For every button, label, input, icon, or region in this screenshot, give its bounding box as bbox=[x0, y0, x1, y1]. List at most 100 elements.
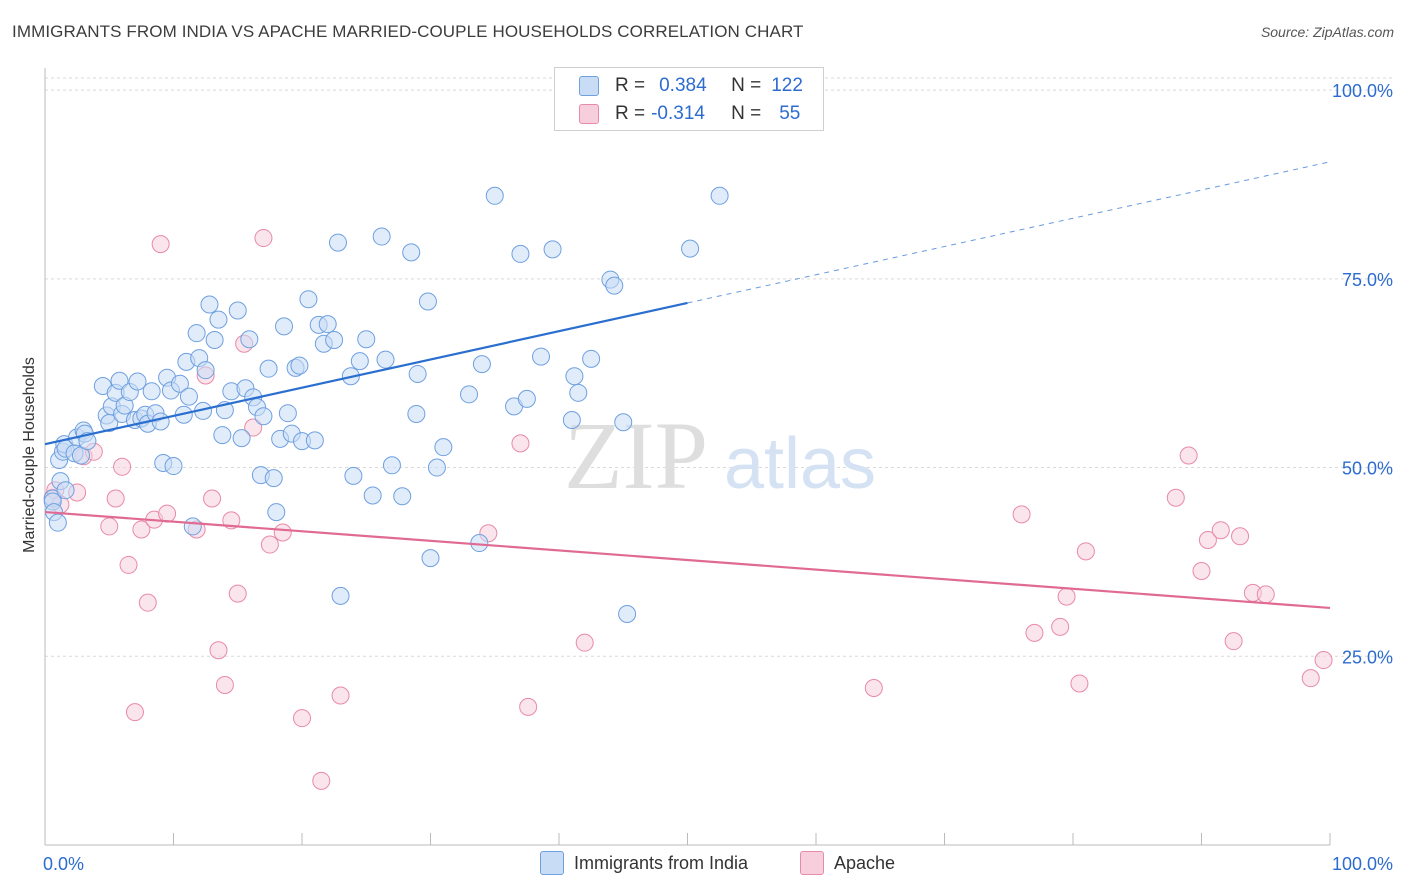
watermark-zip: ZIP bbox=[564, 402, 708, 509]
apache-point bbox=[138, 593, 157, 612]
india-point bbox=[532, 347, 551, 366]
chart-title: IMMIGRANTS FROM INDIA VS APACHE MARRIED-… bbox=[12, 22, 804, 41]
apache-point bbox=[254, 229, 273, 248]
apache-point bbox=[228, 584, 247, 603]
india-point bbox=[254, 407, 273, 426]
india-point bbox=[48, 513, 67, 532]
india-points bbox=[43, 186, 729, 623]
apache-point bbox=[1051, 617, 1070, 636]
india-point bbox=[485, 186, 504, 205]
apache-point bbox=[244, 418, 263, 437]
india-point bbox=[200, 295, 219, 314]
india-point bbox=[681, 239, 700, 258]
apache-point bbox=[203, 489, 222, 508]
apache-point bbox=[1025, 623, 1044, 642]
india-point bbox=[164, 457, 183, 476]
watermark: ZIP atlas bbox=[564, 402, 876, 509]
india-point bbox=[56, 481, 75, 500]
india-point bbox=[142, 382, 161, 401]
india-point bbox=[267, 503, 286, 522]
india-point bbox=[290, 356, 309, 375]
india-point bbox=[240, 330, 259, 349]
india-point bbox=[511, 244, 530, 263]
apache-point bbox=[1012, 505, 1031, 524]
india-point bbox=[562, 410, 581, 429]
y-tick-label: 100.0% bbox=[1332, 81, 1393, 101]
apache-point bbox=[1301, 669, 1320, 688]
india-point bbox=[128, 372, 147, 391]
apache-point bbox=[1192, 561, 1211, 580]
axes bbox=[44, 68, 1331, 846]
india-point bbox=[213, 426, 232, 445]
apache-point bbox=[151, 235, 170, 254]
apache-point bbox=[1224, 632, 1243, 651]
apache-point bbox=[132, 520, 151, 539]
india-point bbox=[328, 233, 347, 252]
india-r-value: 0.384 bbox=[659, 75, 707, 96]
india-point bbox=[418, 292, 437, 311]
apache-point bbox=[312, 771, 331, 790]
india-point bbox=[605, 276, 624, 295]
apache-point bbox=[1076, 542, 1095, 561]
apache-r-label: R = bbox=[615, 103, 646, 124]
apache-n-label: N = bbox=[731, 103, 762, 124]
tick-labels: 100.0% 75.0% 50.0% 25.0% 0.0% 100.0% bbox=[43, 81, 1393, 874]
legend-item-india[interactable]: Immigrants from India bbox=[540, 851, 748, 875]
stats-row-apache: R = -0.314 N = 55 bbox=[579, 102, 800, 126]
apache-point bbox=[1070, 674, 1089, 693]
india-point bbox=[205, 330, 224, 349]
apache-point bbox=[158, 504, 177, 523]
apache-point bbox=[1057, 587, 1076, 606]
india-point bbox=[209, 310, 228, 329]
india-n-label: N = bbox=[731, 75, 762, 96]
india-point bbox=[278, 404, 297, 423]
legend-india-label: Immigrants from India bbox=[574, 852, 749, 873]
india-point bbox=[382, 456, 401, 475]
india-point bbox=[363, 486, 382, 505]
apache-point bbox=[106, 489, 125, 508]
y-tick-label: 25.0% bbox=[1342, 647, 1393, 667]
apache-point bbox=[293, 709, 311, 728]
india-point bbox=[376, 350, 395, 369]
apache-point bbox=[1314, 651, 1333, 670]
india-point bbox=[393, 487, 412, 506]
india-point bbox=[710, 186, 729, 205]
india-point bbox=[421, 549, 440, 568]
india-point bbox=[151, 412, 170, 431]
india-point bbox=[618, 605, 637, 623]
india-point bbox=[344, 466, 363, 485]
apache-point bbox=[260, 535, 279, 554]
apache-point bbox=[575, 633, 594, 652]
india-point bbox=[170, 374, 189, 393]
india-r-label: R = bbox=[615, 75, 646, 96]
india-point bbox=[408, 364, 427, 383]
apache-point bbox=[1211, 521, 1230, 540]
legend-item-apache[interactable]: Apache bbox=[800, 851, 895, 875]
apache-n-value: 55 bbox=[779, 103, 801, 124]
india-point bbox=[183, 517, 202, 536]
india-point bbox=[325, 330, 344, 349]
legend: Immigrants from India Apache bbox=[0, 851, 1406, 879]
india-point bbox=[614, 413, 633, 432]
india-point bbox=[196, 361, 215, 380]
apache-point bbox=[331, 686, 350, 705]
india-point bbox=[565, 367, 584, 386]
apache-point bbox=[1231, 527, 1250, 546]
gridlines bbox=[45, 77, 1395, 657]
y-tick-label: 75.0% bbox=[1342, 270, 1393, 290]
india-point bbox=[187, 324, 206, 343]
india-point bbox=[472, 355, 491, 374]
apache-trend-line bbox=[44, 510, 1331, 610]
stats-row-india: R = 0.384 N = 122 bbox=[579, 74, 803, 98]
india-point bbox=[299, 290, 318, 309]
apache-point bbox=[100, 517, 119, 536]
india-trend-extension bbox=[687, 161, 1331, 304]
india-point bbox=[569, 383, 588, 402]
india-point bbox=[407, 404, 426, 423]
india-point bbox=[318, 315, 337, 334]
apache-point bbox=[1166, 488, 1185, 507]
india-point bbox=[275, 317, 294, 336]
apache-point bbox=[209, 641, 228, 660]
india-point bbox=[543, 240, 562, 259]
india-point bbox=[427, 458, 446, 477]
